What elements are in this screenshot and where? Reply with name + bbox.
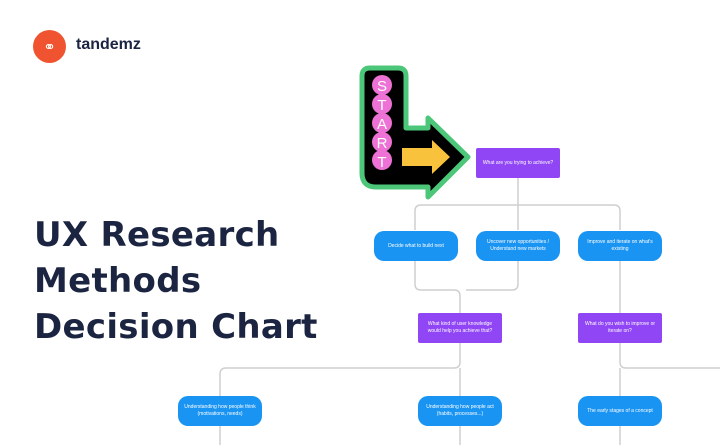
answer-node: Improve and iterate on what's existing: [578, 231, 662, 261]
tandem-bike-icon: ⚭: [43, 38, 56, 56]
answer-node: The early stages of a concept: [578, 396, 662, 426]
arrow-icon: [402, 140, 450, 174]
title-line-2: Methods: [34, 261, 202, 301]
brand-name: tandemz: [76, 36, 141, 53]
question-node: What kind of user knowledge would help y…: [418, 313, 502, 343]
answer-node: Decide what to build next: [374, 231, 458, 261]
page-title: UX Research Methods Decision Chart: [34, 212, 318, 350]
connector: [414, 261, 519, 313]
question-node: What do you wish to improve or iterate o…: [578, 313, 662, 343]
connector: [414, 178, 621, 230]
start-letter: T: [377, 154, 387, 171]
start-letter: S: [376, 78, 387, 95]
title-line-1: UX Research: [34, 215, 280, 255]
brand-logo: ⚭: [33, 30, 66, 63]
title-line-3: Decision Chart: [34, 307, 318, 347]
start-letter: A: [376, 116, 387, 133]
connector: [219, 343, 461, 396]
question-node: What are you trying to achieve?: [476, 148, 560, 178]
answer-node: Understanding how people act (habits, pr…: [418, 396, 502, 426]
start-letter: T: [377, 97, 387, 114]
start-sign: [359, 65, 471, 200]
connector: [619, 343, 720, 396]
connector: [219, 426, 621, 445]
answer-node: Understanding how people think (motivati…: [178, 396, 262, 426]
start-letter: R: [376, 135, 388, 152]
start-sign-letters: S T A R T: [372, 77, 392, 172]
answer-node: Uncover new opportunities / Understand n…: [476, 231, 560, 261]
